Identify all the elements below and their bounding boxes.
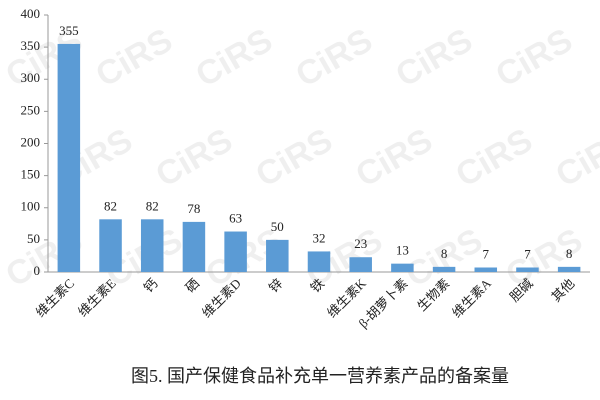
y-tick-label: 150 xyxy=(21,167,41,182)
value-label: 78 xyxy=(187,201,200,216)
watermark: CiRS xyxy=(249,121,338,195)
value-label: 8 xyxy=(441,246,448,261)
watermark: CiRS xyxy=(489,21,578,95)
bar xyxy=(474,267,498,272)
value-label: 82 xyxy=(146,198,159,213)
y-tick-label: 50 xyxy=(27,231,40,246)
value-label: 7 xyxy=(483,246,490,261)
bar xyxy=(349,257,372,272)
bar xyxy=(140,219,164,272)
watermark: CiRS xyxy=(189,21,278,95)
bar xyxy=(266,239,289,272)
value-label: 82 xyxy=(104,198,117,213)
y-tick-label: 400 xyxy=(21,6,41,21)
value-label: 8 xyxy=(566,246,573,261)
value-label: 63 xyxy=(229,211,242,226)
watermark: CiRS xyxy=(89,21,178,95)
bar xyxy=(57,43,81,272)
watermark: CiRS xyxy=(149,121,238,195)
watermark: CiRS xyxy=(549,121,600,195)
x-tick-label: 硒 xyxy=(182,276,202,296)
value-label: 13 xyxy=(396,243,409,258)
bar xyxy=(391,263,414,272)
bar xyxy=(432,266,456,272)
y-tick-label: 350 xyxy=(21,38,41,53)
y-tick-label: 250 xyxy=(21,102,41,117)
chart-title: 图5. 国产保健食品补充单一营养素产品的备案量 xyxy=(131,366,509,386)
bar xyxy=(516,267,539,272)
watermark: CiRS xyxy=(499,221,588,295)
y-tick-label: 300 xyxy=(21,70,41,85)
bar xyxy=(182,221,206,272)
x-tick-label: 锌 xyxy=(266,276,286,296)
watermark: CiRS xyxy=(449,121,538,195)
value-label: 23 xyxy=(354,236,367,251)
bar xyxy=(307,251,331,272)
watermark: CiRS xyxy=(289,21,378,95)
value-label: 355 xyxy=(59,23,79,38)
bar xyxy=(224,231,247,272)
y-tick-label: 200 xyxy=(21,134,41,149)
value-label: 50 xyxy=(271,219,284,234)
x-tick-label: 其他 xyxy=(548,276,577,305)
bar xyxy=(99,219,122,272)
watermark: CiRS xyxy=(349,121,438,195)
watermark: CiRS xyxy=(389,21,478,95)
value-label: 32 xyxy=(313,230,326,245)
y-tick-label: 100 xyxy=(21,199,41,214)
value-label: 7 xyxy=(524,246,531,261)
bar xyxy=(557,266,581,272)
y-tick-label: 0 xyxy=(34,263,41,278)
x-tick-label: 维生素E xyxy=(75,276,119,320)
x-tick-label: 维生素A xyxy=(449,275,494,320)
